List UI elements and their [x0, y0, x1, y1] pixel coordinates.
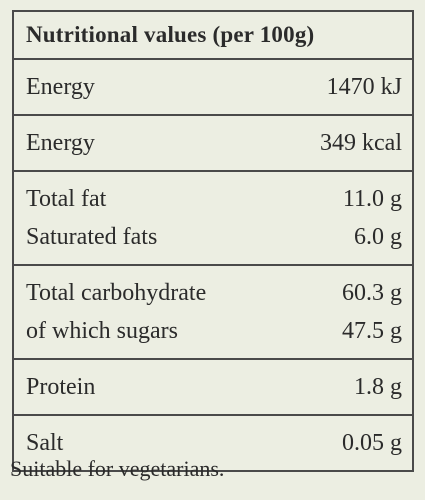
nutrient-value: 1470 kJ [326, 74, 402, 100]
table-header: Nutritional values (per 100g) [14, 12, 412, 60]
nutrition-table: Nutritional values (per 100g) Energy 1470… [12, 10, 414, 472]
nutrient-value: 0.05 g [342, 430, 402, 456]
nutrient-label: Saturated fats [26, 224, 158, 250]
nutrient-value: 6.0 g [354, 224, 402, 250]
nutrient-value: 1.8 g [354, 374, 402, 400]
nutrient-value: 349 kcal [320, 130, 402, 156]
nutrient-row: Protein 1.8 g [14, 368, 412, 406]
row-group: Energy 1470 kJ [14, 60, 412, 116]
nutrient-label: Total fat [26, 186, 107, 212]
nutrient-row: Energy 349 kcal [14, 124, 412, 162]
nutrient-row: Energy 1470 kJ [14, 68, 412, 106]
nutrient-label: Energy [26, 74, 95, 100]
nutrient-row: Total carbohydrate 60.3 g [14, 274, 412, 312]
nutrient-row: Total fat 11.0 g [14, 180, 412, 218]
nutrient-label: Energy [26, 130, 95, 156]
row-group: Salt 0.05 g [14, 416, 412, 470]
row-group: Total carbohydrate 60.3 g of which sugars 4… [14, 266, 412, 360]
nutrient-row: Saturated fats 6.0 g [14, 218, 412, 256]
nutrient-label: of which sugars [26, 318, 178, 344]
nutrient-value: 60.3 g [342, 280, 402, 306]
nutrient-value: 47.5 g [342, 318, 402, 344]
row-group: Protein 1.8 g [14, 360, 412, 416]
footer-note: Suitable for vegetarians. [10, 456, 225, 481]
nutrient-label: Salt [26, 430, 64, 456]
row-group: Total fat 11.0 g Saturated fats 6.0 g [14, 172, 412, 266]
nutrient-label: Protein [26, 374, 96, 400]
nutrient-row: Salt 0.05 g [14, 424, 412, 462]
row-group: Energy 349 kcal [14, 116, 412, 172]
nutrient-value: 11.0 g [342, 186, 402, 212]
nutrient-label: Total carbohydrate [26, 280, 207, 306]
nutrient-row: of which sugars 47.5 g [14, 312, 412, 350]
